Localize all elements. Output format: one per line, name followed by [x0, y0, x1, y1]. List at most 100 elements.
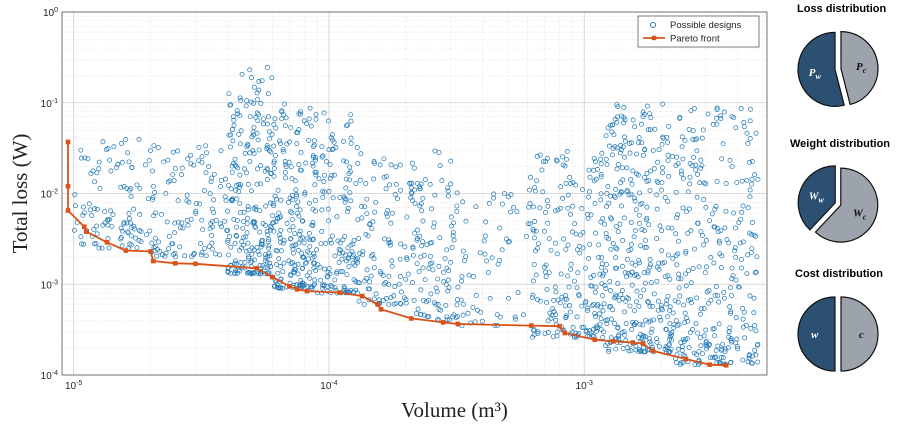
scatter-point [209, 232, 214, 238]
scatter-point [271, 203, 276, 209]
scatter-point [353, 258, 359, 264]
scatter-point [119, 159, 125, 165]
scatter-point [540, 189, 546, 195]
scatter-point [248, 270, 254, 276]
scatter-point [656, 344, 662, 349]
scatter-point [311, 154, 317, 160]
scatter-point [150, 183, 156, 189]
scatter-point [302, 190, 308, 196]
scatter-point [665, 225, 671, 231]
scatter-point [621, 329, 627, 335]
scatter-point [707, 355, 713, 361]
scatter-point [753, 352, 759, 358]
legend: Possible designs Pareto front [637, 15, 760, 48]
scatter-point [535, 329, 541, 335]
scatter-point [575, 270, 581, 276]
scatter-point [497, 314, 503, 320]
scatter-point [677, 115, 683, 121]
scatter-point [479, 318, 485, 324]
scatter-point [545, 329, 551, 335]
scatter-point [568, 266, 574, 272]
scatter-point [72, 192, 78, 198]
scatter-point [332, 253, 338, 259]
scatter-point [351, 277, 357, 283]
scatter-point [410, 252, 416, 258]
scatter-point [294, 282, 300, 288]
scatter-point [347, 190, 353, 196]
scatter-point [676, 238, 681, 244]
scatter-point [310, 163, 316, 169]
scatter-point [613, 255, 619, 261]
scatter-point [642, 174, 647, 180]
scatter-point [390, 210, 395, 216]
scatter-point [162, 253, 168, 259]
scatter-point [402, 244, 408, 250]
scatter-point [647, 336, 652, 342]
scatter-point [348, 112, 354, 118]
scatter-point [281, 238, 287, 244]
scatter-point [753, 269, 759, 275]
scatter-point [616, 334, 621, 339]
scatter-point [386, 240, 392, 246]
scatter-point [294, 130, 300, 135]
scatter-point [746, 355, 752, 361]
scatter-point [547, 310, 553, 316]
scatter-point [585, 308, 591, 314]
scatter-point [284, 220, 290, 226]
scatter-point [646, 222, 652, 228]
scatter-point [422, 177, 428, 183]
scatter-point [179, 165, 185, 171]
scatter-point [532, 188, 538, 194]
scatter-point [404, 214, 410, 220]
scatter-point [586, 256, 592, 262]
scatter-point [713, 284, 719, 289]
scatter-point [418, 312, 424, 317]
scatter-point [282, 123, 288, 129]
scatter-point [555, 297, 561, 303]
scatter-point [592, 289, 598, 295]
scatter-point [580, 187, 585, 193]
scatter-point [249, 251, 255, 257]
scatter-point [314, 247, 320, 253]
scatter-point [245, 215, 250, 221]
scatter-point [654, 264, 660, 270]
scatter-point [293, 192, 299, 198]
scatter-point [332, 172, 337, 178]
scatter-point [484, 258, 490, 264]
scatter-point [313, 116, 319, 122]
scatter-point [211, 171, 217, 177]
scatter-point [321, 179, 327, 185]
scatter-point [102, 209, 108, 215]
scatter-point [497, 257, 502, 263]
scatter-point [237, 141, 243, 147]
scatter-point [548, 247, 554, 253]
scatter-point [330, 195, 336, 201]
scatter-point [272, 116, 278, 122]
scatter-point [641, 152, 646, 158]
scatter-point [240, 225, 246, 231]
scatter-point [733, 315, 739, 321]
scatter-point [229, 169, 235, 175]
pareto-marker [65, 139, 71, 145]
scatter-point [749, 176, 755, 182]
scatter-point [305, 248, 310, 254]
scatter-point [668, 332, 674, 338]
scatter-point [203, 143, 209, 149]
scatter-point [348, 135, 354, 141]
legend-label-possible-designs: Possible designs [670, 20, 742, 31]
scatter-point [107, 157, 112, 163]
scatter-point [431, 224, 437, 230]
scatter-point [665, 157, 671, 163]
scatter-point [647, 262, 653, 267]
scatter-point [415, 306, 421, 312]
scatter-point [604, 262, 609, 268]
scatter-point [701, 197, 707, 203]
pareto-marker [148, 249, 153, 254]
scatter-point [249, 75, 255, 81]
scatter-point [279, 116, 285, 122]
scatter-point [731, 210, 736, 216]
scatter-point [338, 269, 344, 274]
scatter-point [755, 342, 760, 348]
scatter-point [555, 207, 561, 213]
scatter-point [608, 122, 614, 128]
